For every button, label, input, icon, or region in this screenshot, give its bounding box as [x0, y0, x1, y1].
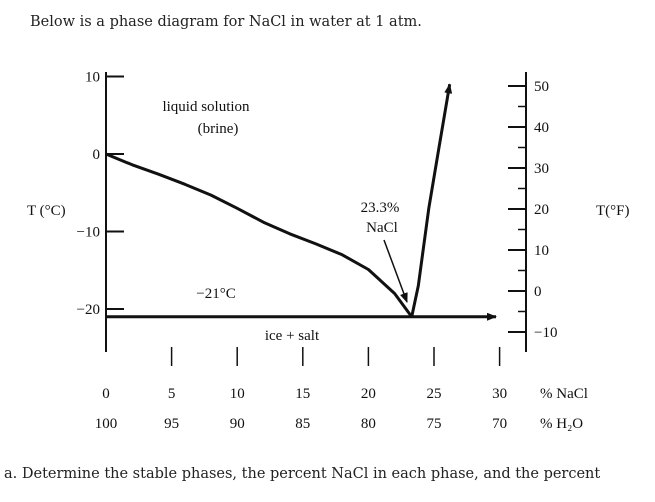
y-axis-label-fahrenheit: T(°F): [596, 203, 630, 219]
nacl-tick-label: 25: [427, 386, 442, 402]
h2o-tick-label: 85: [295, 416, 310, 432]
eutectic-composition-label-nacl: NaCl: [366, 220, 398, 236]
liquidus-ice-curve: [105, 152, 413, 318]
nacl-tick-label: 30: [492, 386, 507, 402]
fahrenheit-tick-label: 0: [534, 284, 542, 300]
eutectic-pointer-arrow: [383, 239, 408, 303]
celsius-tick-label: 0: [93, 147, 101, 163]
nacl-tick-label: 0: [102, 386, 110, 402]
fahrenheit-tick-label: 10: [534, 243, 549, 259]
nacl-tick-label: 10: [230, 386, 245, 402]
intro-text: Below is a phase diagram for NaCl in wat…: [30, 14, 422, 30]
celsius-tick-label: −10: [77, 225, 100, 241]
region-label-solid: ice + salt: [265, 328, 320, 344]
h2o-tick-label: 100: [95, 416, 118, 432]
h2o-tick-label: 90: [230, 416, 245, 432]
curve-layer: [105, 83, 497, 321]
region-label-brine: (brine): [198, 121, 239, 137]
fahrenheit-tick-label: 20: [534, 202, 549, 218]
h2o-tick-label: 95: [164, 416, 179, 432]
nacl-tick-label: 15: [295, 386, 310, 402]
tick-layer: 100−10−2050403020100−1001005951090158520…: [77, 70, 558, 433]
nacl-tick-label: 20: [361, 386, 376, 402]
x-axis-label-nacl: % NaCl: [540, 386, 588, 402]
region-label-liquid: liquid solution: [162, 99, 250, 115]
eutectic-temperature-label: −21°C: [196, 286, 235, 302]
h2o-tick-label: 75: [427, 416, 442, 432]
question-text: a. Determine the stable phases, the perc…: [4, 466, 601, 482]
fahrenheit-tick-label: 30: [534, 161, 549, 177]
celsius-tick-label: 10: [85, 70, 100, 86]
h2o-tick-label: 80: [361, 416, 376, 432]
celsius-tick-label: −20: [77, 302, 100, 318]
h2o-tick-label: 70: [492, 416, 507, 432]
nacl-tick-label: 5: [168, 386, 176, 402]
fahrenheit-tick-label: 50: [534, 79, 549, 95]
fahrenheit-tick-label: 40: [534, 120, 549, 136]
liquidus-salt-curve: [410, 83, 453, 318]
fahrenheit-tick-label: −10: [534, 325, 557, 341]
eutectic-composition-label: 23.3%: [361, 200, 400, 216]
x-axis-label-h2o: % H₂O: [540, 416, 583, 432]
phase-diagram: 100−10−2050403020100−1001005951090158520…: [27, 70, 630, 433]
y-axis-label-celsius: T (°C): [27, 203, 66, 219]
